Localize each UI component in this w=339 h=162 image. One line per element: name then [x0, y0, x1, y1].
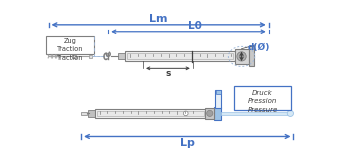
Bar — [72, 55, 76, 58]
Circle shape — [237, 52, 246, 61]
Bar — [88, 110, 96, 117]
Text: L0: L0 — [188, 21, 202, 31]
FancyBboxPatch shape — [234, 87, 291, 110]
Bar — [215, 90, 221, 108]
Bar — [127, 53, 233, 59]
Circle shape — [207, 110, 213, 116]
Bar — [221, 112, 291, 115]
Bar — [205, 108, 215, 119]
Bar — [235, 49, 248, 64]
Circle shape — [287, 110, 294, 116]
Bar — [248, 46, 254, 66]
Text: Druck
Pression
Pressure: Druck Pression Pressure — [247, 90, 278, 113]
Text: Zug
Traction
Traction: Zug Traction Traction — [57, 38, 83, 61]
Bar — [97, 111, 204, 116]
Text: d(Ø): d(Ø) — [248, 43, 270, 52]
Text: s: s — [165, 69, 171, 79]
Bar — [118, 53, 127, 59]
Bar — [81, 112, 87, 115]
Text: Lp: Lp — [180, 138, 195, 148]
Bar — [46, 36, 94, 54]
Circle shape — [239, 54, 244, 59]
Bar — [216, 90, 221, 94]
Bar — [95, 109, 205, 118]
Circle shape — [183, 111, 188, 116]
Text: Lm: Lm — [149, 14, 168, 24]
Bar — [125, 51, 235, 61]
Bar — [215, 107, 221, 120]
Bar — [89, 55, 92, 58]
